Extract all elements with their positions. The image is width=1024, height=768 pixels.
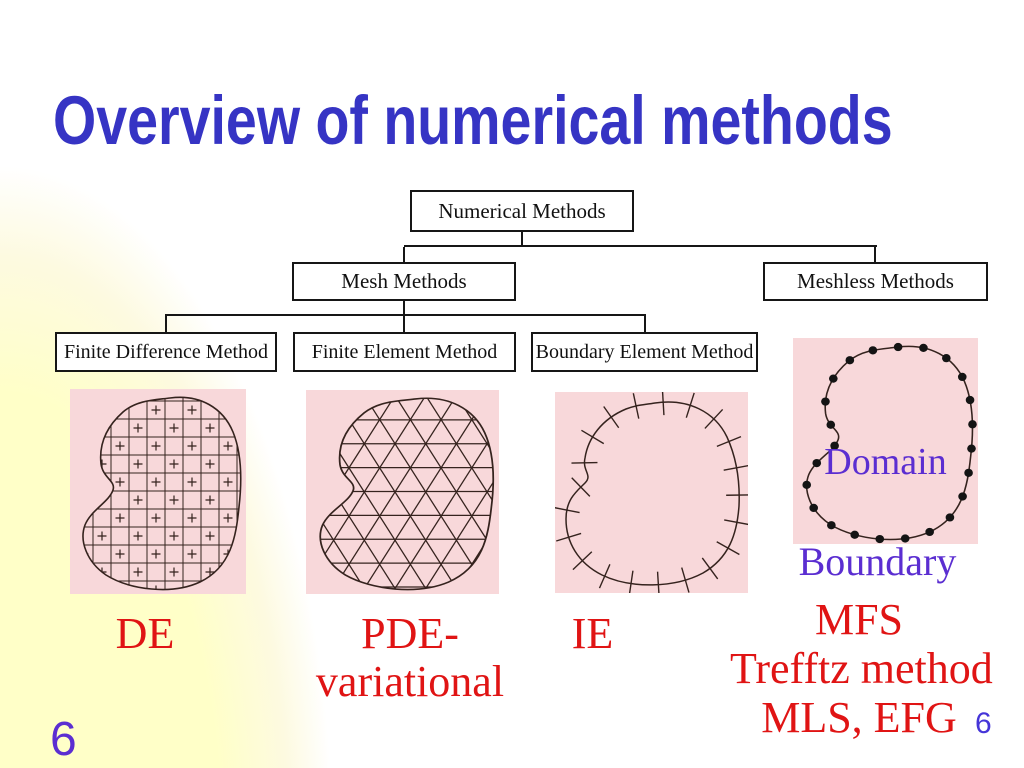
boundary-label: Boundary	[798, 539, 957, 584]
fem-mesh-blob-drawing	[319, 397, 495, 591]
connector-line	[874, 247, 876, 262]
caption-mls-efg: MLS, EFG	[761, 693, 957, 742]
flowchart-node-finite-element-method: Finite Element Method	[293, 332, 516, 372]
figure-boundary-elements	[555, 392, 748, 593]
footer-page-number: 6	[50, 713, 77, 766]
domain-label: Domain	[824, 441, 947, 483]
connector-line	[644, 316, 646, 332]
flowchart-node-numerical-methods: Numerical Methods	[410, 190, 634, 232]
caption-meshless-list: MFS Trefftz method MLS, EFG	[730, 595, 993, 742]
caption-trefftz: Trefftz method	[730, 644, 993, 693]
caption-de: DE	[115, 609, 175, 658]
flowchart-node-boundary-element-method: Boundary Element Method	[531, 332, 758, 372]
figure-boundary-points	[793, 338, 978, 544]
caption-pde-line1: PDE-	[361, 609, 459, 658]
connector-line	[403, 247, 405, 262]
connector-line	[165, 314, 646, 316]
connector-line	[165, 316, 167, 332]
caption-mfs: MFS	[814, 595, 904, 644]
mfs-boundary-dots-drawing	[802, 342, 977, 544]
slide-title: Overview of numerical methods	[53, 82, 893, 159]
flowchart-node-finite-difference-method: Finite Difference Method	[55, 332, 277, 372]
connector-line	[403, 316, 405, 332]
flowchart-node-mesh-methods: Mesh Methods	[292, 262, 516, 301]
figure-finite-difference-grid	[70, 389, 246, 594]
fdm-grid-blob-drawing	[82, 396, 242, 591]
connector-line	[404, 245, 877, 247]
caption-pde-line2: variational	[315, 657, 505, 706]
flowchart-node-meshless-methods: Meshless Methods	[763, 262, 988, 301]
caption-pde-variational: PDE- variational	[310, 610, 510, 706]
corner-page-number: 6	[975, 707, 992, 740]
figure-finite-element-mesh	[306, 390, 499, 594]
connector-line	[521, 232, 523, 246]
caption-ie: IE	[571, 609, 614, 658]
connector-line	[403, 299, 405, 315]
bem-boundary-ticks-drawing	[555, 392, 748, 593]
